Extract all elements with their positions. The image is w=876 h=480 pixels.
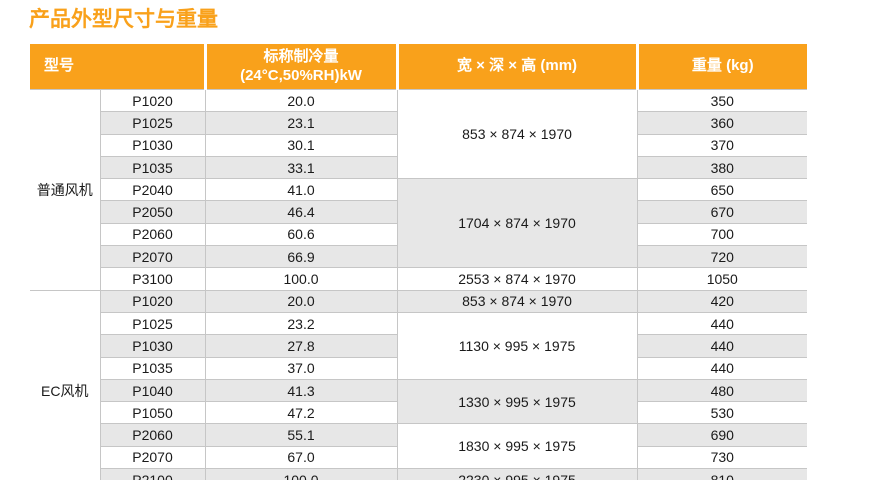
- dimensions-cell: 1330 × 995 × 1975: [396, 378, 638, 425]
- table-row: P1035 37.0 440: [30, 356, 808, 380]
- product-spec-table: 型号 标称制冷量 (24°C,50%RH)kW 宽 × 深 × 高 (mm) 重…: [29, 44, 808, 480]
- dimensions-cell: 2230 × 995 × 1975: [396, 468, 638, 480]
- weight-cell: 440: [636, 356, 808, 380]
- weight-cell: 350: [636, 88, 808, 113]
- header-row: 型号 标称制冷量 (24°C,50%RH)kW 宽 × 深 × 高 (mm) 重…: [30, 44, 808, 90]
- capacity-cell: 66.9: [204, 245, 398, 269]
- weight-cell: 440: [636, 334, 808, 358]
- column-header-capacity: 标称制冷量 (24°C,50%RH)kW: [203, 44, 398, 90]
- group-label-cell: EC风机: [29, 289, 101, 480]
- column-header-weight: 重量 (kg): [635, 44, 808, 90]
- page-title: 产品外型尺寸与重量: [29, 8, 218, 31]
- table-row: P2070 66.9 720: [30, 245, 808, 269]
- capacity-cell: 100.0: [204, 468, 398, 480]
- table-row: P3100 100.0 2553 × 874 × 1970 1050: [30, 267, 808, 291]
- model-cell: P1040: [99, 378, 206, 403]
- model-cell: P1020: [99, 289, 206, 313]
- capacity-header-line2: (24°C,50%RH)kW: [240, 66, 362, 84]
- column-header-dimensions: 宽 × 深 × 高 (mm): [395, 44, 638, 90]
- capacity-cell: 100.0: [204, 267, 398, 291]
- model-cell: P2050: [99, 200, 206, 224]
- weight-cell: 420: [636, 289, 808, 313]
- weight-cell: 380: [636, 155, 808, 180]
- table-row: P1025 23.1 360: [30, 111, 808, 135]
- dimensions-cell: 1704 × 874 × 1970: [396, 178, 638, 269]
- capacity-cell: 20.0: [204, 289, 398, 313]
- capacity-cell: 20.0: [204, 88, 398, 113]
- model-cell: P2060: [99, 222, 206, 247]
- capacity-cell: 55.1: [204, 423, 398, 447]
- table-row: P2100 100.0 2230 × 995 × 1975 810: [30, 468, 808, 480]
- dimensions-cell: 1130 × 995 × 1975: [396, 311, 638, 380]
- dimensions-cell: 853 × 874 × 1970: [396, 88, 638, 180]
- weight-cell: 670: [636, 200, 808, 224]
- weight-cell: 440: [636, 311, 808, 336]
- model-cell: P1025: [99, 111, 206, 135]
- table-row: P2060 55.1 1830 × 995 × 1975 690: [30, 423, 808, 470]
- weight-cell: 700: [636, 222, 808, 247]
- model-cell: P2060: [99, 423, 206, 447]
- capacity-cell: 23.2: [204, 311, 398, 336]
- weight-cell: 730: [636, 445, 808, 470]
- weight-cell: 370: [636, 133, 808, 157]
- model-cell: P2040: [99, 178, 206, 202]
- weight-cell: 690: [636, 423, 808, 447]
- capacity-cell: 41.0: [204, 178, 398, 202]
- table-row: P2050 46.4 670: [30, 200, 808, 224]
- capacity-cell: 41.3: [204, 378, 398, 403]
- table-row: P1030 30.1 370: [30, 133, 808, 157]
- model-cell: P3100: [99, 267, 206, 291]
- weight-cell: 360: [636, 111, 808, 135]
- model-cell: P1025: [99, 311, 206, 336]
- weight-cell: 480: [636, 378, 808, 403]
- weight-cell: 810: [636, 468, 808, 480]
- table-row: P2060 60.6 700: [30, 222, 808, 247]
- weight-cell: 720: [636, 245, 808, 269]
- model-cell: P2100: [99, 468, 206, 480]
- table-row: P1025 23.2 1130 × 995 × 1975 440: [30, 311, 808, 380]
- group-label-cell: 普通风机: [29, 89, 101, 291]
- dimensions-cell: 1830 × 995 × 1975: [396, 423, 638, 470]
- weight-cell: 1050: [636, 267, 808, 291]
- capacity-cell: 46.4: [204, 200, 398, 224]
- model-cell: P1020: [99, 88, 206, 113]
- model-cell: P2070: [99, 445, 206, 470]
- table-row: P2070 67.0 730: [30, 445, 808, 470]
- capacity-cell: 37.0: [204, 356, 398, 380]
- table-row: P2040 41.0 1704 × 874 × 1970 650: [30, 178, 808, 269]
- column-header-model: 型号: [30, 44, 206, 90]
- weight-cell: 650: [636, 178, 808, 202]
- model-cell: P1035: [99, 155, 206, 180]
- model-cell: P1035: [99, 356, 206, 380]
- capacity-cell: 67.0: [204, 445, 398, 470]
- capacity-cell: 33.1: [204, 155, 398, 180]
- dimensions-cell: 2553 × 874 × 1970: [396, 267, 638, 291]
- capacity-cell: 30.1: [204, 133, 398, 157]
- weight-cell: 530: [636, 401, 808, 425]
- table-row: 普通风机 P1020 20.0 853 × 874 × 1970 350: [29, 88, 808, 291]
- dimensions-cell: 853 × 874 × 1970: [396, 289, 638, 313]
- model-cell: P1030: [99, 334, 206, 358]
- capacity-cell: 47.2: [204, 401, 398, 425]
- capacity-header-line1: 标称制冷量: [263, 47, 339, 65]
- model-cell: P1050: [99, 401, 206, 425]
- table-row: P1050 47.2 530: [30, 401, 808, 425]
- capacity-cell: 27.8: [204, 334, 398, 358]
- model-cell: P2070: [99, 245, 206, 269]
- table-row: P1040 41.3 1330 × 995 × 1975 480: [30, 378, 808, 425]
- capacity-cell: 60.6: [204, 222, 398, 247]
- table-row: EC风机 P1020 20.0 853 × 874 × 1970 420: [29, 289, 808, 480]
- capacity-cell: 23.1: [204, 111, 398, 135]
- model-cell: P1030: [99, 133, 206, 157]
